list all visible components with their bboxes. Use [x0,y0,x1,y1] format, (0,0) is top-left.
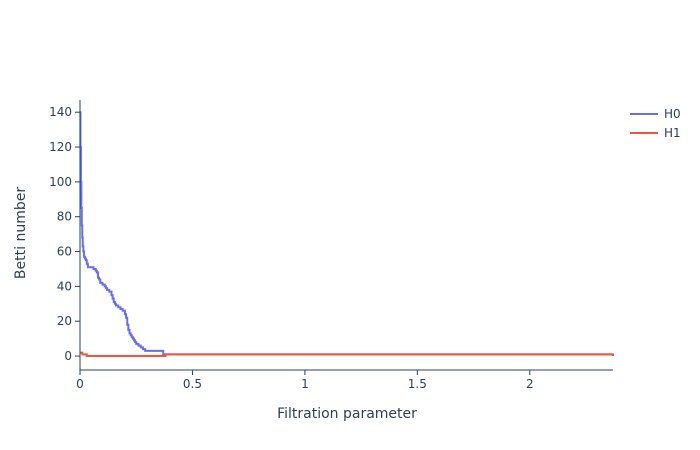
x-tick-label: 1 [301,377,309,391]
y-tick-label: 120 [49,140,72,154]
y-axis-title: Betti number [13,187,29,279]
x-tick-label: 0.5 [183,377,202,391]
y-ticks: 0 20 40 60 80 100 120 140 [49,105,80,363]
y-axis: 0 20 40 60 80 100 120 140 [49,100,81,370]
series-line-h0 [79,111,613,356]
legend-label-h1[interactable]: H1 [664,126,681,140]
series-line-h1 [80,351,614,358]
y-tick-label: 20 [57,314,72,328]
x-tick-label: 2 [526,377,534,391]
x-axis: 0 0.5 1 1.5 2 [76,369,613,391]
x-axis-title: Filtration parameter [277,406,417,422]
x-ticks: 0 0.5 1 1.5 2 [76,370,534,391]
y-tick-label: 0 [64,349,72,363]
y-tick-label: 100 [49,175,72,189]
y-tick-label: 140 [49,105,72,119]
x-tick-label: 0 [76,377,84,391]
y-tick-label: 60 [57,245,72,259]
x-tick-label: 1.5 [408,377,427,391]
y-tick-label: 40 [57,279,72,293]
plot-area [79,111,614,358]
legend-label-h0[interactable]: H0 [664,107,681,121]
y-tick-label: 80 [57,210,72,224]
